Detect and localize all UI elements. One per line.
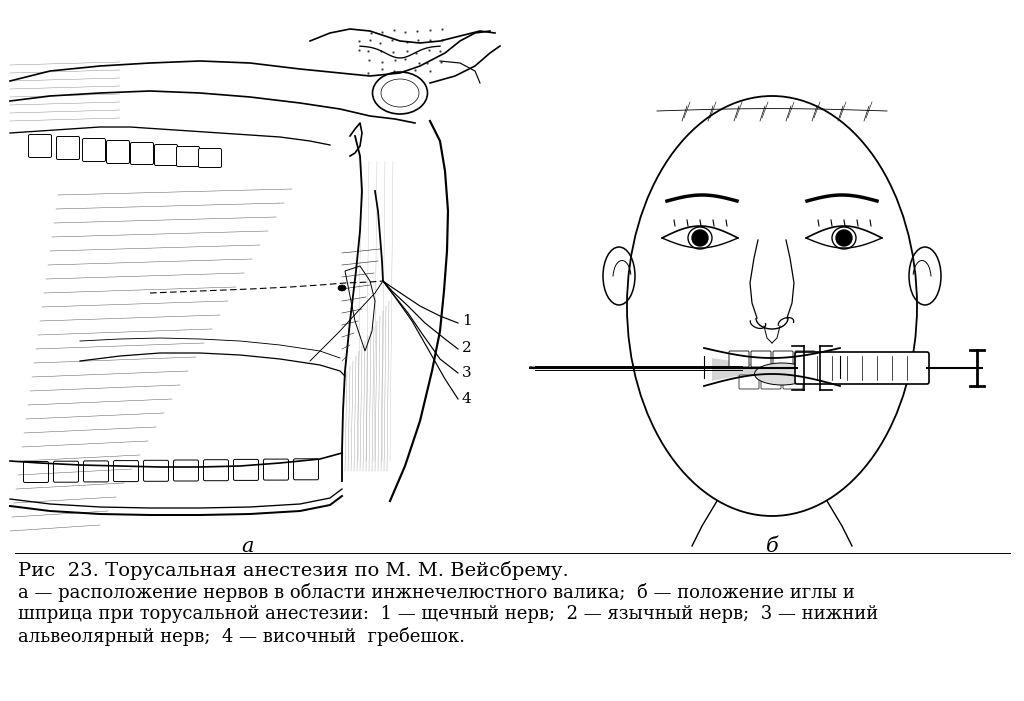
Circle shape [836,230,852,246]
Circle shape [692,230,708,246]
FancyBboxPatch shape [739,375,759,389]
Text: альвеолярный нерв;  4 — височный  гребешок.: альвеолярный нерв; 4 — височный гребешок… [18,627,465,646]
Text: б: б [766,536,778,555]
FancyBboxPatch shape [729,351,749,367]
FancyBboxPatch shape [114,461,138,482]
FancyBboxPatch shape [56,137,80,160]
FancyBboxPatch shape [176,147,200,167]
Text: Рис  23. Торусальная анестезия по М. М. Вейсбрему.: Рис 23. Торусальная анестезия по М. М. В… [18,561,568,580]
FancyBboxPatch shape [294,458,318,479]
FancyBboxPatch shape [83,139,105,161]
FancyBboxPatch shape [130,142,154,165]
FancyBboxPatch shape [263,459,289,480]
FancyBboxPatch shape [106,140,129,163]
FancyBboxPatch shape [773,351,793,367]
Text: 1: 1 [462,314,472,328]
FancyBboxPatch shape [173,460,199,481]
Ellipse shape [755,363,810,385]
FancyBboxPatch shape [795,352,929,384]
Polygon shape [712,358,831,381]
FancyBboxPatch shape [751,351,771,367]
FancyBboxPatch shape [155,144,177,165]
FancyBboxPatch shape [783,375,803,389]
FancyBboxPatch shape [84,461,109,482]
Text: 4: 4 [462,392,472,406]
Polygon shape [345,266,375,351]
FancyBboxPatch shape [795,351,815,367]
Text: 3: 3 [462,366,472,380]
FancyBboxPatch shape [29,135,51,158]
FancyBboxPatch shape [761,375,781,389]
Text: 2: 2 [462,341,472,355]
FancyBboxPatch shape [143,461,169,482]
FancyBboxPatch shape [199,149,221,168]
Text: а: а [242,536,254,555]
Ellipse shape [338,285,346,291]
Text: а — расположение нервов в области инжнечелюстного валика;  б — положение иглы и: а — расположение нервов в области инжнеч… [18,583,855,602]
FancyBboxPatch shape [204,460,228,481]
Text: шприца при торусальной анестезии:  1 — щечный нерв;  2 — язычный нерв;  3 — нижн: шприца при торусальной анестезии: 1 — ще… [18,605,879,623]
FancyBboxPatch shape [24,461,48,482]
FancyBboxPatch shape [53,461,79,482]
FancyBboxPatch shape [233,459,258,480]
